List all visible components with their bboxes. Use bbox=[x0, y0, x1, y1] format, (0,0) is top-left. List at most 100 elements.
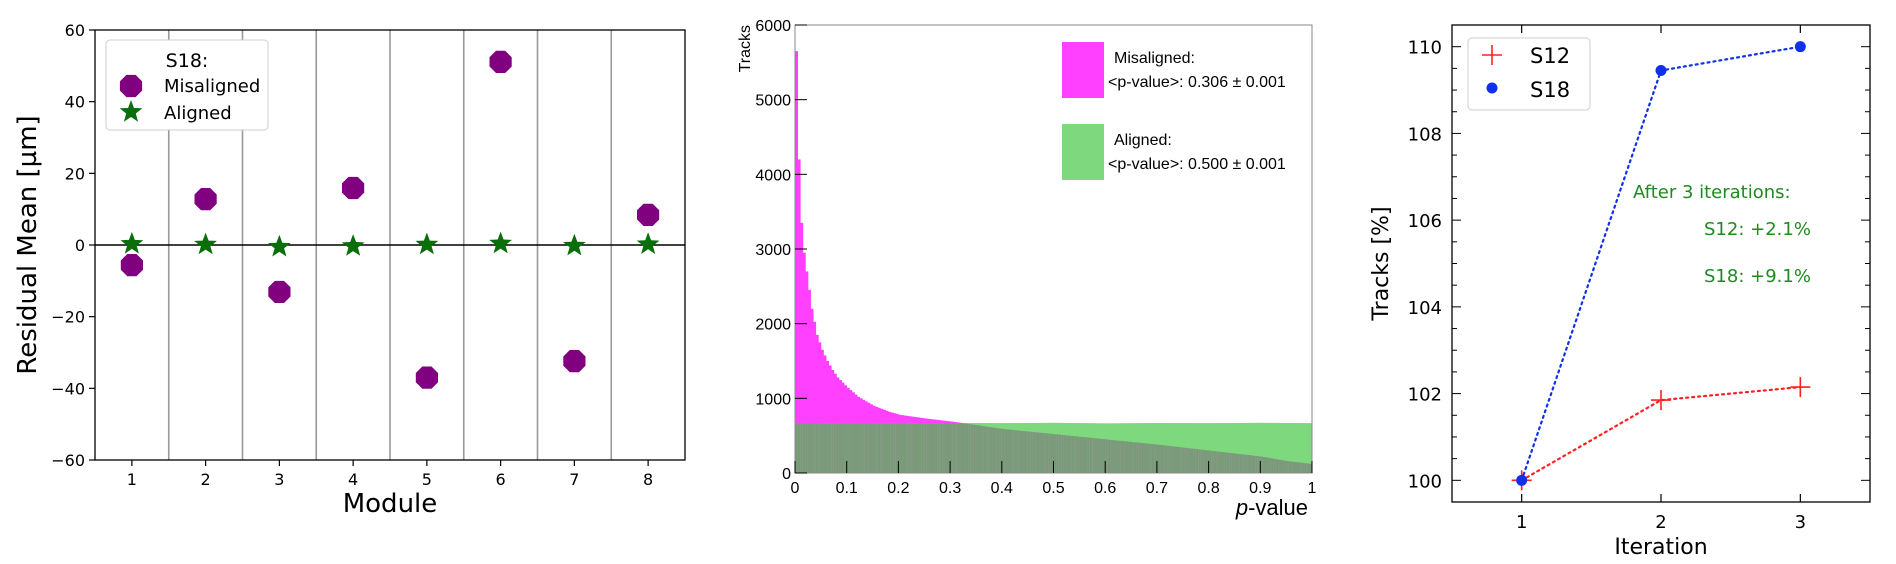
series-markers bbox=[1511, 41, 1811, 491]
x-tick-label: 5 bbox=[422, 470, 432, 489]
overlap-bin bbox=[1249, 455, 1253, 473]
overlap-bin bbox=[864, 423, 868, 473]
axis-ticks: 0 0.1 0.2 0.3 0.4 0.5 0.6 0.7 0.8 0.9 1 0 1000 2000 30… bbox=[755, 18, 1316, 497]
overlap-bin bbox=[1164, 445, 1168, 473]
overlap-bin bbox=[1270, 458, 1274, 473]
aligned-bin bbox=[1208, 423, 1212, 473]
misaligned-bin bbox=[810, 308, 814, 473]
overlap-bin bbox=[851, 423, 855, 473]
overlap-bin bbox=[1198, 449, 1202, 473]
overlap-bin bbox=[1107, 439, 1111, 473]
overlap-bin bbox=[859, 423, 863, 473]
histogram-bins bbox=[795, 51, 1313, 474]
legend-swatch-aligned bbox=[1062, 124, 1104, 180]
overlap-bin bbox=[1027, 431, 1031, 473]
overlap-bin bbox=[1309, 463, 1313, 473]
overlap-bin bbox=[1017, 430, 1021, 473]
overlap-bin bbox=[999, 428, 1003, 473]
overlap-bin bbox=[1079, 436, 1083, 473]
aligned-bin bbox=[1221, 423, 1225, 473]
overlap-bin bbox=[1004, 429, 1008, 473]
overlap-bin bbox=[1063, 435, 1067, 473]
overlap-bin bbox=[1299, 462, 1303, 473]
overlap-bin bbox=[1306, 463, 1310, 473]
aligned-bin bbox=[1229, 423, 1233, 473]
legend-stat-aligned: <p-value>: 0.500 ± 0.001 bbox=[1108, 156, 1286, 173]
misaligned-marker bbox=[120, 254, 143, 277]
misaligned-bin bbox=[828, 365, 832, 473]
overlap-bin bbox=[1273, 458, 1277, 473]
overlap-bin bbox=[880, 423, 884, 473]
legend-marker-aligned bbox=[119, 100, 143, 122]
overlap-bin bbox=[1094, 438, 1098, 473]
aligned-marker bbox=[636, 232, 660, 254]
overlap-bin bbox=[893, 423, 897, 473]
overlap-bin bbox=[1151, 444, 1155, 473]
overlap-bin bbox=[1255, 455, 1259, 473]
aligned-bin bbox=[1309, 423, 1313, 473]
overlap-bin bbox=[939, 423, 943, 473]
overlap-bin bbox=[963, 423, 967, 473]
overlap-bin bbox=[1237, 453, 1241, 473]
overlap-bin bbox=[921, 423, 925, 473]
legend-label-s18: S18 bbox=[1530, 78, 1570, 102]
aligned-bin bbox=[1195, 423, 1199, 473]
y-tick-label: 4000 bbox=[755, 167, 791, 184]
overlap-bin bbox=[1110, 439, 1114, 473]
misaligned-bin bbox=[800, 222, 804, 473]
overlap-bin bbox=[1097, 438, 1101, 473]
y-tick-label: 100 bbox=[1408, 471, 1442, 492]
marker-s18 bbox=[1655, 65, 1667, 77]
marker-s12 bbox=[1651, 390, 1671, 411]
aligned-marker bbox=[563, 233, 586, 256]
overlap-bin bbox=[1226, 452, 1230, 473]
overlap-bin bbox=[1045, 433, 1049, 473]
overlap-bin bbox=[890, 423, 894, 473]
overlap-bin bbox=[1141, 443, 1145, 473]
aligned-marker bbox=[415, 232, 439, 255]
overlap-bin bbox=[1234, 453, 1238, 473]
residual-markers bbox=[120, 50, 660, 389]
overlap-bin bbox=[908, 423, 912, 473]
y-tick-label: −60 bbox=[51, 451, 85, 470]
marker-s18 bbox=[1516, 474, 1528, 486]
aligned-bin bbox=[1304, 423, 1308, 473]
overlap-bin bbox=[991, 427, 995, 473]
overlap-bin bbox=[903, 423, 907, 473]
aligned-bin bbox=[1252, 422, 1256, 473]
overlap-bin bbox=[1260, 456, 1264, 473]
annotation-s12: S12: +2.1% bbox=[1704, 219, 1811, 240]
aligned-bin bbox=[1257, 422, 1261, 473]
overlap-bin bbox=[960, 423, 964, 473]
overlap-bin bbox=[1050, 433, 1054, 473]
legend-stat-misaligned: <p-value>: 0.306 ± 0.001 bbox=[1108, 74, 1286, 91]
overlap-bin bbox=[906, 423, 910, 473]
overlap-bin bbox=[996, 428, 1000, 473]
x-tick-label: 0.2 bbox=[887, 480, 909, 497]
aligned-bin bbox=[1288, 422, 1292, 473]
y-tick-label: 104 bbox=[1408, 298, 1442, 319]
aligned-bin bbox=[1275, 422, 1279, 473]
overlap-bin bbox=[813, 423, 817, 473]
aligned-bin bbox=[1226, 423, 1230, 473]
overlap-bin bbox=[1159, 444, 1163, 473]
overlap-bin bbox=[833, 423, 837, 473]
overlap-bin bbox=[929, 423, 933, 473]
overlap-bin bbox=[1180, 447, 1184, 473]
overlap-bin bbox=[823, 423, 827, 473]
overlap-bin bbox=[1014, 430, 1018, 473]
x-tick-label: 0.4 bbox=[991, 480, 1013, 497]
aligned-bin bbox=[1293, 423, 1297, 473]
y-tick-label: 40 bbox=[65, 93, 85, 112]
aligned-bin bbox=[1213, 423, 1217, 473]
overlap-bin bbox=[900, 423, 904, 473]
overlap-bin bbox=[916, 423, 920, 473]
overlap-bin bbox=[1056, 434, 1060, 473]
overlap-bin bbox=[1304, 463, 1308, 473]
misaligned-bin bbox=[823, 355, 827, 473]
overlap-bin bbox=[1123, 441, 1127, 473]
overlap-bin bbox=[1286, 461, 1290, 473]
aligned-bin bbox=[1224, 423, 1228, 473]
aligned-bin bbox=[1198, 423, 1202, 473]
overlap-bin bbox=[1216, 451, 1220, 473]
